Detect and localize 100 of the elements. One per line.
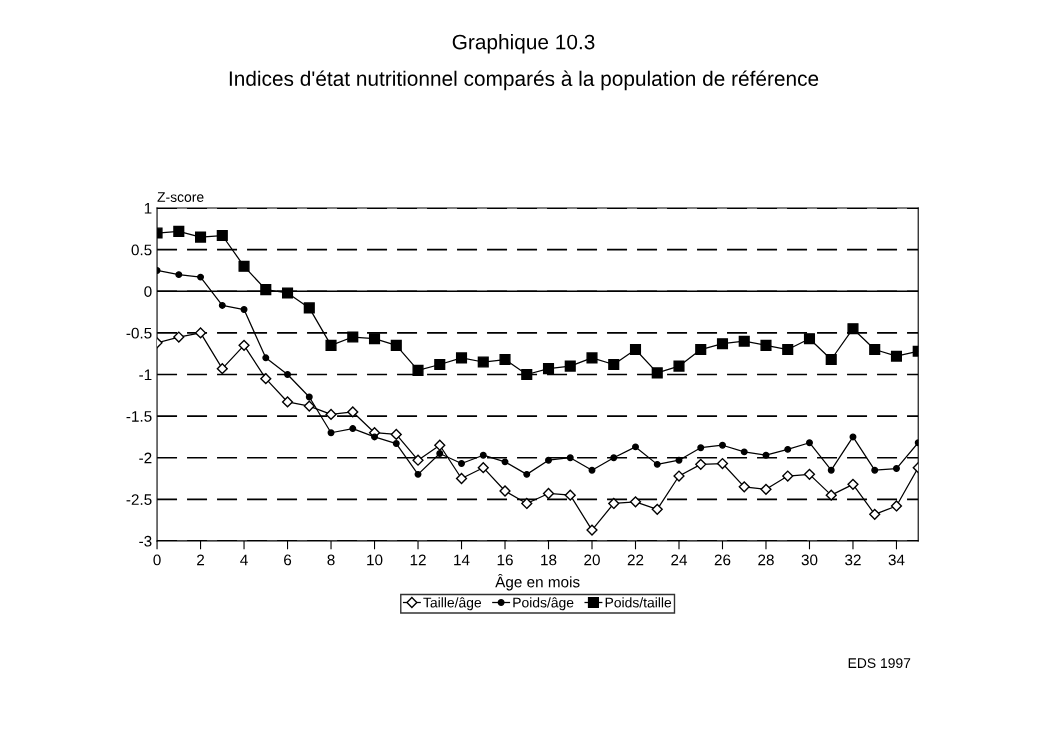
x-tick-label: 18 — [541, 554, 557, 566]
point — [890, 350, 903, 362]
point — [347, 331, 359, 343]
point — [651, 503, 663, 515]
point — [740, 448, 748, 456]
point — [347, 406, 359, 418]
point — [629, 496, 642, 508]
y-axis-title: Z-score — [157, 192, 204, 202]
point — [349, 425, 357, 433]
legend-label: Poids/âge — [513, 597, 574, 611]
y-tick-label: 0.5 — [131, 244, 152, 256]
point — [586, 352, 598, 364]
point — [869, 508, 881, 520]
y-tick-label: 1 — [144, 203, 152, 214]
x-tick-label: 10 — [367, 554, 383, 566]
x-tick-label: 22 — [627, 554, 644, 566]
point — [673, 360, 685, 372]
chart-subtitle: Indices d'état nutritionnel comparés à la population de référence — [229, 70, 819, 91]
point — [499, 353, 511, 366]
x-axis-title: Âge en mois — [495, 573, 580, 591]
point — [738, 481, 750, 493]
point — [173, 331, 185, 343]
x-tick-label: 0 — [153, 554, 161, 566]
point — [390, 428, 402, 441]
point — [806, 439, 813, 447]
point — [608, 497, 620, 510]
point — [564, 489, 576, 501]
point — [281, 396, 294, 408]
point — [262, 354, 270, 362]
point — [632, 443, 639, 451]
legend-label: Taille/âge — [423, 597, 482, 611]
point — [303, 302, 315, 314]
chart-title: Graphique 10.3 — [452, 34, 595, 54]
point — [762, 451, 770, 459]
point — [305, 393, 313, 401]
point — [197, 273, 205, 281]
y-tick-label: 0 — [144, 286, 152, 297]
point — [238, 339, 250, 351]
point — [390, 339, 402, 351]
point — [545, 456, 552, 464]
y-tick-label: -2 — [139, 452, 152, 464]
point — [825, 489, 837, 501]
point — [436, 450, 444, 458]
point — [325, 339, 337, 351]
point — [392, 440, 400, 448]
x-tick-label: 28 — [758, 554, 774, 566]
x-tick-label: 6 — [284, 554, 292, 566]
point — [521, 368, 533, 381]
x-tick-label: 24 — [671, 554, 688, 566]
point — [695, 343, 707, 356]
point — [827, 466, 835, 474]
point — [523, 470, 531, 478]
point — [760, 483, 772, 495]
point — [653, 460, 661, 468]
y-tick-label: -2.5 — [126, 494, 152, 506]
x-tick-label: 2 — [197, 554, 205, 566]
point — [240, 306, 248, 314]
point — [738, 335, 750, 347]
point — [281, 287, 294, 299]
point — [368, 333, 381, 345]
point — [371, 433, 378, 441]
point — [175, 271, 183, 279]
point — [803, 468, 816, 480]
point — [173, 225, 185, 237]
point — [194, 327, 207, 339]
point — [782, 470, 794, 482]
point — [216, 363, 228, 375]
point — [434, 439, 446, 451]
text: EDS 1997 — [848, 658, 911, 669]
point — [238, 260, 250, 272]
y-tick-label: -1 — [139, 369, 152, 381]
point — [716, 457, 729, 470]
point — [825, 353, 837, 366]
point — [697, 444, 705, 452]
point — [542, 363, 555, 375]
point — [521, 497, 533, 510]
point — [218, 301, 226, 309]
point — [412, 454, 424, 466]
x-tick-label: 8 — [327, 554, 335, 566]
point — [412, 364, 424, 376]
point — [216, 229, 228, 242]
x-tick-label: 20 — [584, 554, 600, 566]
point — [803, 333, 816, 345]
point — [260, 373, 272, 385]
point — [455, 472, 468, 485]
point — [564, 360, 576, 372]
point — [869, 343, 881, 356]
point — [871, 466, 879, 474]
point — [847, 323, 859, 335]
point — [847, 478, 859, 490]
x-tick-label: 32 — [845, 554, 861, 566]
point — [782, 343, 794, 356]
point — [455, 352, 468, 364]
point — [588, 466, 596, 474]
point — [675, 456, 683, 464]
y-tick-label: -1.5 — [126, 411, 152, 422]
point — [760, 339, 772, 351]
point — [892, 465, 900, 473]
point — [434, 358, 446, 371]
point — [501, 458, 509, 466]
